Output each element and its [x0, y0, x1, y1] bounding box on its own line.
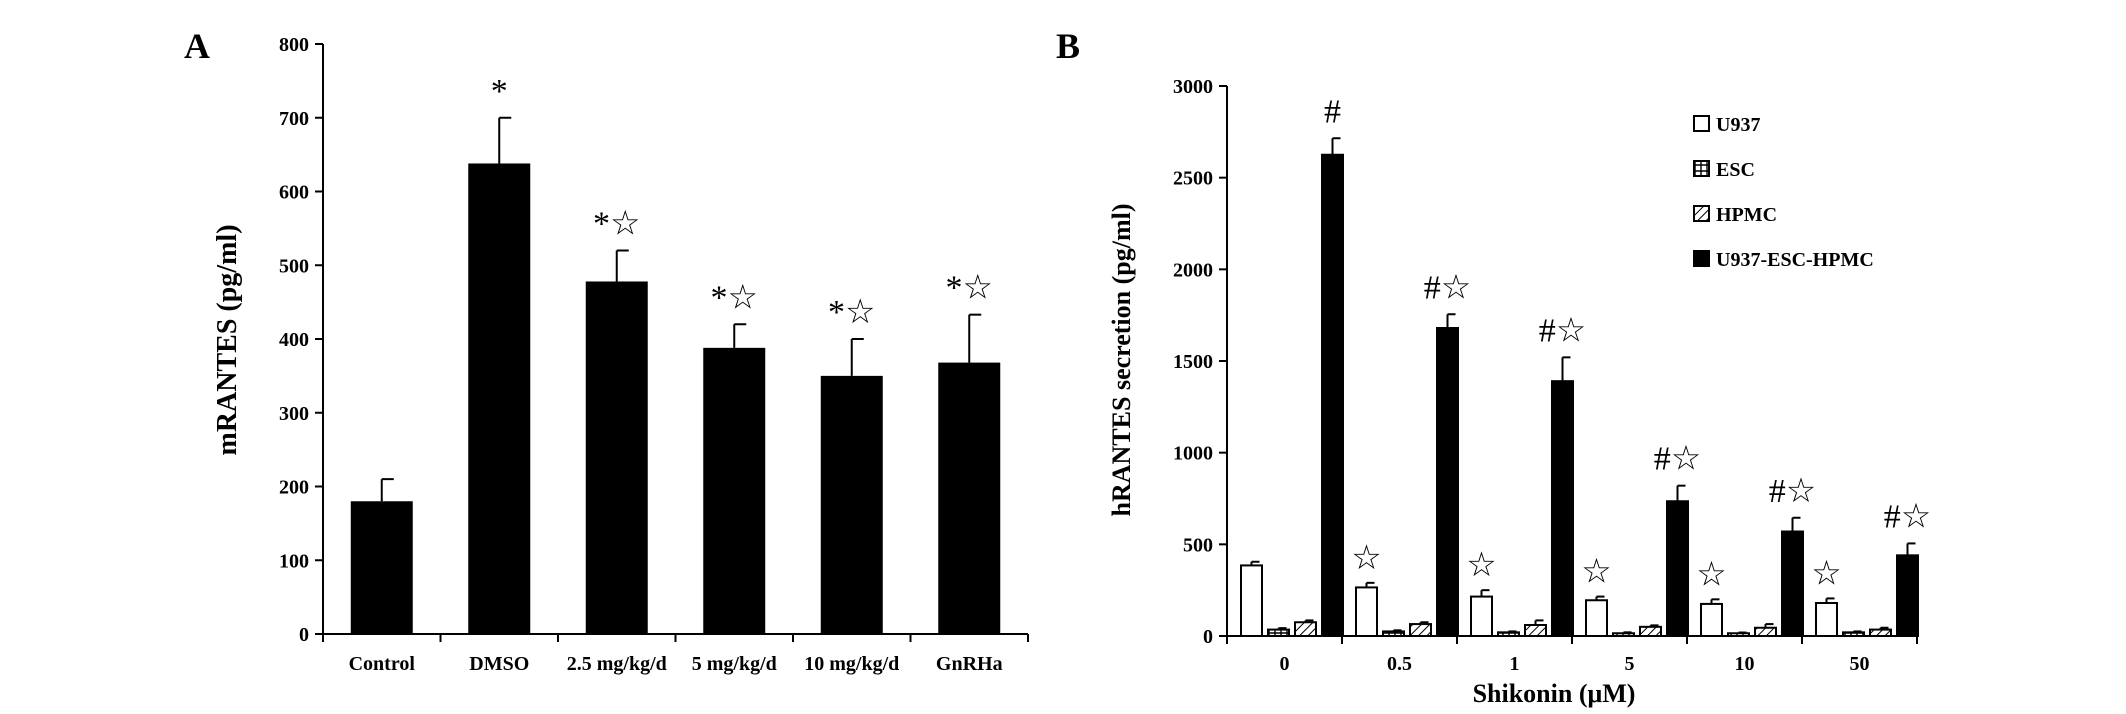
panel-b-bar-open [1815, 602, 1838, 637]
panel-b-x-tick-label: 0 [1280, 653, 1290, 675]
panel-b-chart: 0 500 1000 1500 2000 2500 3000 #0 ☆ #☆ 0.5 ☆ #☆ 1 ☆ #☆ 5… [1173, 76, 1931, 675]
panel-b-coculture-significance-label: # [1324, 93, 1341, 130]
panel-a-y-tick-label: 200 [279, 477, 309, 499]
panel-a-y-tick-label: 100 [279, 550, 309, 572]
panel-b-bar-grid [1382, 630, 1405, 638]
panel-a-y-axis-title: mRANTES (pg/ml) [212, 224, 243, 455]
panel-b-bar-open [1355, 586, 1378, 638]
legend-swatch-open [1693, 115, 1710, 132]
panel-b-x-tick-label: 50 [1850, 653, 1870, 675]
panel-b-coculture-significance-label: #☆ [1539, 312, 1586, 349]
panel-b-bar-solid [1436, 327, 1459, 637]
panel-b-bar-open [1470, 595, 1493, 637]
panel-b-y-tick-label: 3000 [1173, 76, 1213, 98]
panel-a-x-tick-label: DMSO [469, 653, 529, 675]
panel-a-y-tick-label: 500 [279, 255, 309, 277]
panel-b-y-tick-label: 1000 [1173, 443, 1213, 465]
panel-a-y-tick-label: 300 [279, 403, 309, 425]
panel-b-bar-grid [1727, 632, 1750, 637]
panel-b-legend: U937 ESC HPMC U937-ESC-HPMC [1693, 114, 1874, 271]
panel-b-bar-hatch [1754, 626, 1777, 637]
legend-label: HPMC [1716, 204, 1777, 226]
panel-b-coculture-significance-label: #☆ [1769, 473, 1816, 510]
panel-a-x-tick-label: GnRHa [936, 653, 1003, 675]
panel-b-x-axis-title: Shikonin (μM) [1473, 679, 1636, 708]
panel-b-bar-hatch [1409, 623, 1432, 637]
legend-label: ESC [1716, 159, 1755, 181]
panel-b-bar-hatch [1294, 621, 1317, 637]
panel-a-x-tick-label: Control [349, 653, 416, 675]
panel-b-coculture-significance-label: #☆ [1654, 441, 1701, 478]
panel-b-x-tick-label: 1 [1510, 653, 1520, 675]
panel-b-bar-solid [1551, 380, 1574, 637]
panel-a-y-tick-label: 600 [279, 182, 309, 204]
panel-a-significance-label: *☆ [828, 294, 875, 331]
panel-b-bar-hatch [1639, 625, 1662, 637]
panel-b-bar-open [1700, 602, 1723, 638]
panel-b-x-tick-label: 0.5 [1387, 653, 1412, 675]
panel-b-coculture-significance-label: #☆ [1884, 498, 1931, 535]
panel-b-bar-solid [1781, 530, 1804, 637]
legend-swatch-solid [1693, 250, 1710, 267]
panel-a-bar [350, 501, 413, 634]
panel-a-x-tick-label: 2.5 mg/kg/d [567, 653, 667, 675]
panel-a-significance-label: *☆ [711, 279, 758, 316]
panel-b-u937-significance-label: ☆ [1466, 547, 1496, 584]
panel-a-significance-label: *☆ [946, 270, 993, 307]
panel-b-bar-grid [1267, 628, 1290, 637]
panel-b-y-tick-label: 1500 [1173, 351, 1213, 373]
panel-a-y-tick-label: 400 [279, 329, 309, 351]
panel-b-y-tick-label: 2500 [1173, 168, 1213, 190]
panel-a-bar [468, 163, 531, 634]
panel-a-letter: A [184, 26, 210, 66]
panel-a-x-tick-label: 5 mg/kg/d [692, 653, 777, 675]
legend-swatch-grid [1693, 160, 1710, 177]
panel-b-letter: B [1056, 26, 1080, 66]
panel-a-y-tick-label: 800 [279, 34, 309, 56]
panel-b-y-tick-label: 2000 [1173, 259, 1213, 281]
panel-b-y-tick-label: 0 [1203, 626, 1213, 648]
panel-b-u937-significance-label: ☆ [1581, 554, 1611, 591]
legend-label: U937-ESC-HPMC [1716, 249, 1874, 271]
panel-b-bar-grid [1497, 631, 1520, 637]
panel-b-x-tick-label: 5 [1625, 653, 1635, 675]
panel-a-x-tick-label: 10 mg/kg/d [804, 653, 899, 675]
panel-b-bar-open [1585, 599, 1608, 637]
panel-b-bar-open [1240, 564, 1263, 638]
legend-label: U937 [1716, 114, 1760, 136]
panel-a-y-tick-label: 0 [299, 624, 309, 646]
panel-b-u937-significance-label: ☆ [1696, 556, 1726, 593]
panel-a-bar [820, 375, 883, 634]
panel-b-bar-hatch [1869, 628, 1892, 637]
panel-a-chart: 0 100 200 300 400 500 600 700 800 Control DMSO * 2.5… [279, 34, 1029, 675]
panel-b-bar-hatch [1524, 624, 1547, 637]
panel-a-significance-label: *☆ [593, 206, 640, 243]
panel-b-u937-significance-label: ☆ [1811, 555, 1841, 592]
panel-b-y-tick-label: 500 [1183, 534, 1213, 556]
panel-b-bar-solid [1321, 153, 1344, 637]
panel-b-bar-grid [1612, 632, 1635, 637]
panel-a-bar [703, 347, 766, 634]
panel-a-bar [938, 362, 1001, 634]
panel-b-x-tick-label: 10 [1735, 653, 1755, 675]
panel-b-bar-solid [1666, 500, 1689, 637]
panel-b-bar-grid [1842, 631, 1865, 637]
legend-swatch-hatch [1693, 205, 1710, 222]
panel-a-bar [585, 281, 648, 634]
panel-b-coculture-significance-label: #☆ [1424, 269, 1471, 306]
panel-b-bar-solid [1896, 554, 1919, 637]
panel-a-y-tick-label: 700 [279, 108, 309, 130]
panel-a-significance-label: * [491, 73, 508, 110]
panel-b-u937-significance-label: ☆ [1351, 540, 1381, 577]
panel-b-y-axis-title: hRANTES secretion (pg/ml) [1107, 204, 1136, 517]
